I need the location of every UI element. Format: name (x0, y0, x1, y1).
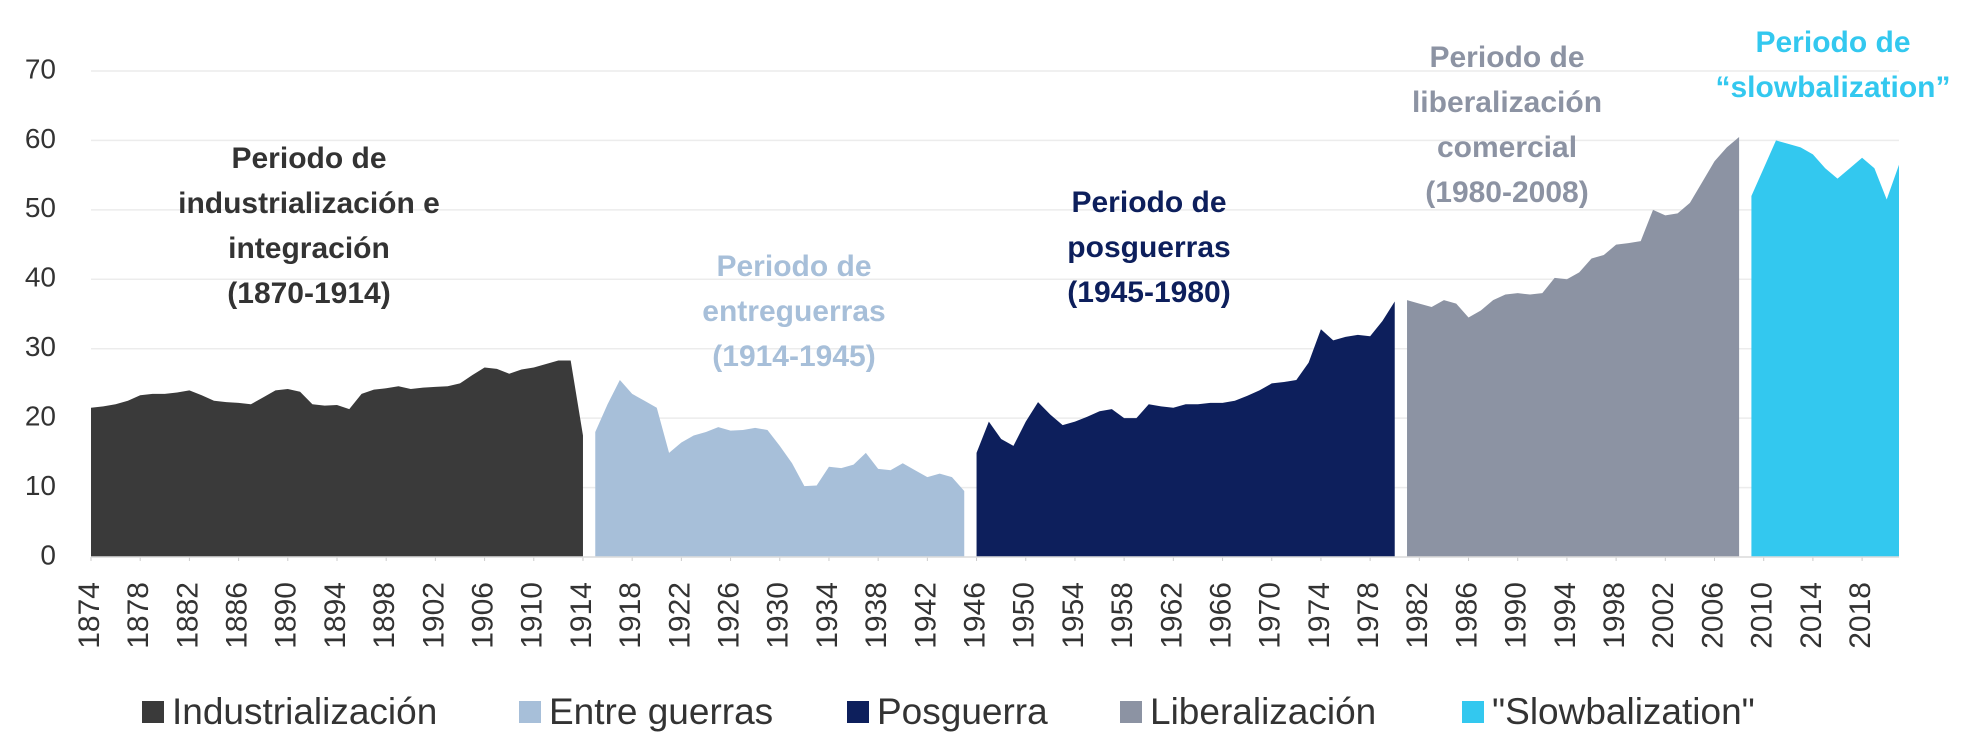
annotation: liberalización (1412, 86, 1602, 119)
annotation: industrialización e (178, 187, 440, 220)
annotation: posguerras (1067, 231, 1230, 264)
x-tick-label: 1878 (122, 582, 155, 649)
x-tick-label: 2010 (1746, 582, 1779, 649)
annotation: “slowbalization” (1715, 71, 1950, 104)
annotation: (1914-1945) (712, 340, 875, 373)
y-tick-label: 20 (25, 401, 56, 432)
x-tick-label: 1914 (565, 582, 598, 649)
annotation: (1870-1914) (227, 277, 390, 310)
annotation: comercial (1437, 131, 1577, 164)
x-tick-label: 1994 (1549, 582, 1582, 649)
x-tick-label: 1938 (860, 582, 893, 649)
x-tick-label: 1958 (1106, 582, 1139, 649)
x-tick-label: 1882 (171, 582, 204, 649)
x-tick-label: 1890 (270, 582, 303, 649)
x-tick-label: 2006 (1696, 582, 1729, 649)
legend-label: "Slowbalization" (1492, 691, 1755, 732)
y-tick-label: 50 (25, 192, 56, 223)
annotation: Periodo de (1429, 41, 1584, 74)
x-tick-label: 1894 (319, 582, 352, 649)
y-tick-label: 60 (25, 123, 56, 154)
y-tick-label: 70 (25, 53, 56, 84)
x-tick-label: 1898 (368, 582, 401, 649)
x-tick-label: 1934 (811, 582, 844, 649)
x-tick-label: 1874 (73, 582, 106, 649)
legend-label: Industrialización (172, 691, 437, 732)
annotation: integración (228, 232, 390, 265)
x-tick-label: 1886 (221, 582, 254, 649)
x-tick-label: 1946 (958, 582, 991, 649)
x-tick-label: 1998 (1598, 582, 1631, 649)
x-tick-label: 2014 (1795, 582, 1828, 649)
legend-swatch (1462, 701, 1484, 723)
legend-swatch (519, 701, 541, 723)
x-tick-label: 1954 (1057, 582, 1090, 649)
y-tick-label: 10 (25, 470, 56, 501)
x-tick-label: 1942 (909, 582, 942, 649)
area (595, 379, 965, 557)
annotation: (1945-1980) (1067, 276, 1230, 309)
annotation: Periodo de (1071, 186, 1226, 219)
x-tick-label: 1962 (1155, 582, 1188, 649)
legend-label: Entre guerras (549, 691, 773, 732)
annotation: Periodo de (231, 142, 386, 175)
y-tick-label: 0 (40, 539, 56, 570)
x-tick-label: 1978 (1352, 582, 1385, 649)
x-tick-label: 1926 (712, 582, 745, 649)
legend-swatch (847, 701, 869, 723)
annotation: (1980-2008) (1425, 176, 1588, 209)
x-tick-label: 2018 (1844, 582, 1877, 649)
x-tick-label: 1930 (762, 582, 795, 649)
x-tick-label: 1986 (1450, 582, 1483, 649)
x-tick-label: 1906 (467, 582, 500, 649)
x-tick-label: 1982 (1401, 582, 1434, 649)
annotation: entreguerras (702, 295, 885, 328)
x-tick-label: 2002 (1647, 582, 1680, 649)
x-tick-label: 1902 (417, 582, 450, 649)
x-tick-label: 1974 (1303, 582, 1336, 649)
area (91, 360, 583, 557)
legend-swatch (142, 701, 164, 723)
annotation: Periodo de (1755, 26, 1910, 59)
area (1407, 136, 1740, 557)
legend-swatch (1120, 701, 1142, 723)
legend-label: Posguerra (877, 691, 1048, 732)
x-tick-label: 1970 (1254, 582, 1287, 649)
x-tick-label: 1990 (1500, 582, 1533, 649)
y-tick-label: 30 (25, 331, 56, 362)
x-tick-label: 1910 (516, 582, 549, 649)
area (976, 301, 1395, 557)
legend-label: Liberalización (1150, 691, 1376, 732)
x-tick-label: 1966 (1204, 582, 1237, 649)
x-tick-label: 1918 (614, 582, 647, 649)
annotation: Periodo de (716, 250, 871, 283)
x-tick-label: 1922 (663, 582, 696, 649)
area (1751, 140, 1899, 557)
y-tick-label: 40 (25, 262, 56, 293)
x-tick-label: 1950 (1008, 582, 1041, 649)
